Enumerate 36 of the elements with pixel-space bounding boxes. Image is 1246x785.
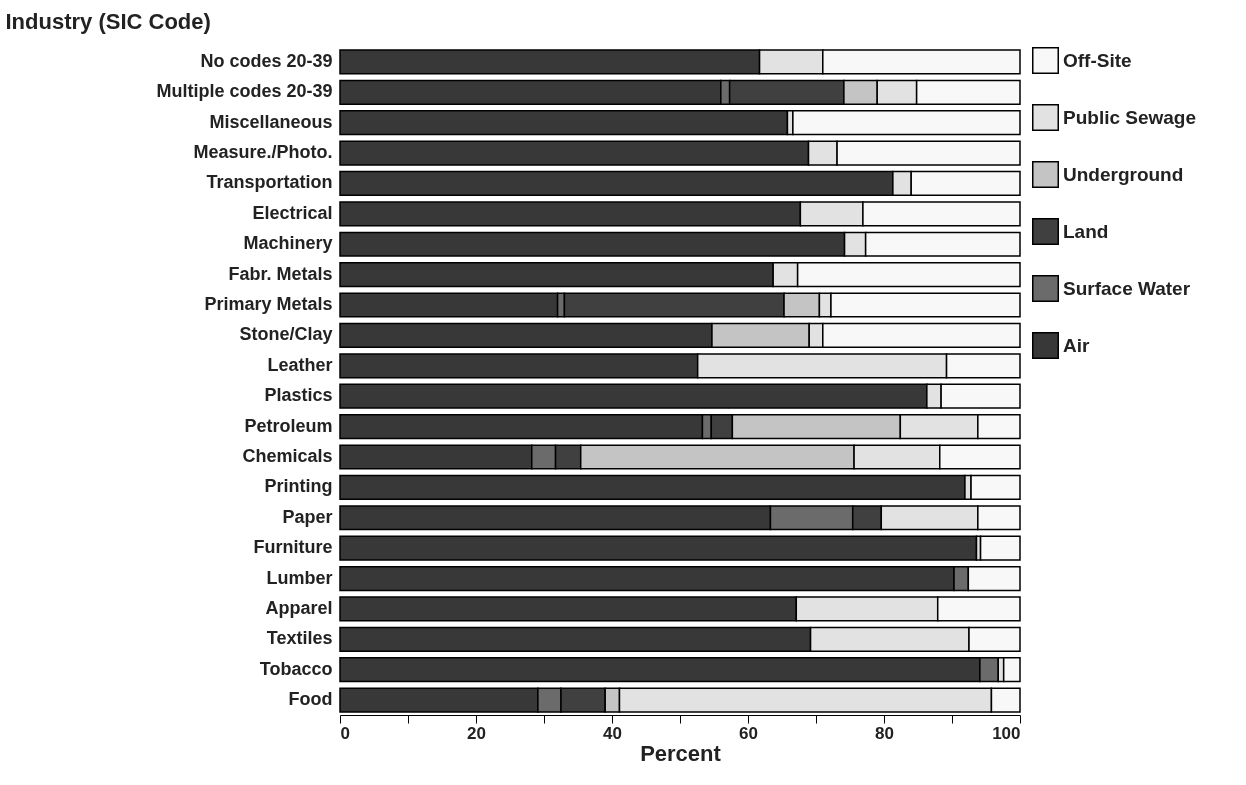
x-axis-title: Percent	[640, 740, 722, 766]
legend-label: Public Sewage	[1063, 106, 1197, 128]
y-tick-label: Miscellaneous	[209, 111, 333, 132]
y-tick-label: Multiple codes 20-39	[156, 81, 333, 102]
y-tick-label: Paper	[282, 506, 333, 527]
y-tick-label: Furniture	[253, 537, 333, 558]
y-tick-label: Textiles	[266, 628, 333, 649]
legend-label: Surface Water	[1063, 277, 1191, 299]
y-tick-label: Petroleum	[244, 415, 333, 436]
y-tick-label: Electrical	[252, 202, 333, 223]
x-tick-label: 60	[739, 723, 758, 743]
y-tick-label: Printing	[264, 476, 333, 497]
y-tick-label: Lumber	[266, 567, 333, 588]
y-tick-label: Measure./Photo.	[193, 142, 333, 163]
x-tick-label: 40	[603, 723, 622, 743]
y-tick-label: Tobacco	[259, 658, 333, 679]
legend-label: Underground	[1063, 163, 1184, 185]
x-tick-label: 20	[467, 723, 486, 743]
y-tick-label: Fabr. Metals	[228, 263, 333, 284]
y-tick-label: Transportation	[206, 172, 333, 193]
y-tick-label: Leather	[267, 354, 333, 375]
y-tick-label: Food	[288, 689, 333, 710]
y-tick-label: Apparel	[265, 597, 333, 618]
legend-label: Off-Site	[1063, 49, 1132, 71]
y-tick-label: Stone/Clay	[239, 324, 333, 345]
legend-label: Air	[1063, 334, 1090, 356]
y-tick-label: Machinery	[243, 233, 333, 254]
y-tick-label: Plastics	[264, 385, 333, 406]
x-tick-label: 80	[875, 723, 894, 743]
legend-label: Land	[1063, 220, 1109, 242]
y-tick-label: Primary Metals	[204, 294, 333, 315]
y-tick-label: Chemicals	[242, 445, 333, 466]
y-axis-title: Industry (SIC Code)	[5, 8, 211, 34]
y-tick-label: No codes 20-39	[200, 50, 333, 71]
x-tick-label: 0	[340, 723, 350, 743]
x-tick-label: 100	[992, 723, 1021, 743]
